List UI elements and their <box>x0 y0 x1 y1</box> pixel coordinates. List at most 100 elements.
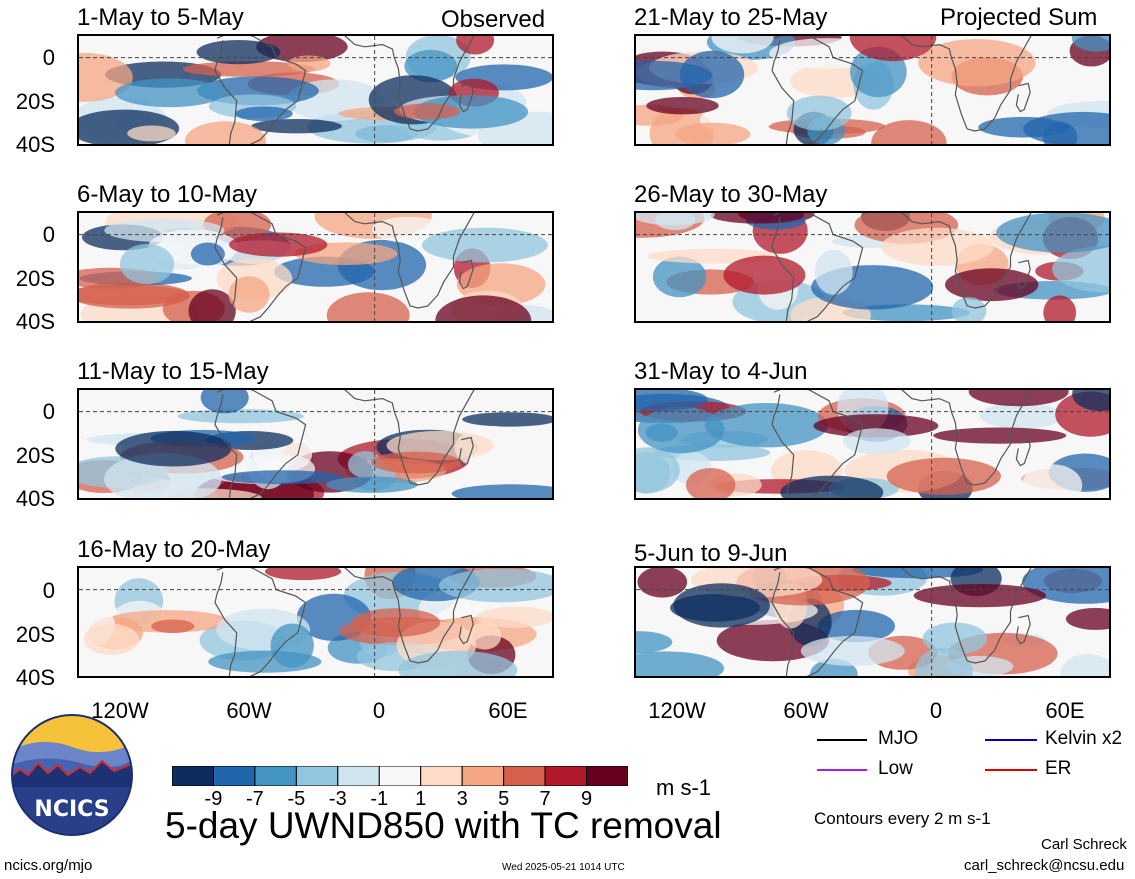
anomaly-region <box>270 623 314 668</box>
colorbar-tick-label: -1 <box>370 788 389 810</box>
map-panel-1 <box>77 34 554 146</box>
colorbar-swatch <box>544 766 588 786</box>
anomaly-region <box>652 256 707 298</box>
anomaly-region <box>394 103 461 120</box>
anomaly-region <box>800 635 905 666</box>
chart-title: 5-day UWND850 with TC removal <box>165 805 722 846</box>
anomaly-region <box>398 650 518 676</box>
colorbar-swatch <box>378 766 422 786</box>
anomaly-region <box>1023 111 1109 144</box>
anomaly-region <box>190 242 225 266</box>
anomaly-region <box>1043 295 1077 321</box>
colorbar-swatch <box>337 766 380 786</box>
anomaly-region <box>370 451 461 474</box>
map-field <box>79 36 552 144</box>
south-america-coastline <box>771 36 864 144</box>
madagascar-coastline <box>1015 436 1031 467</box>
anomaly-region <box>786 95 852 131</box>
y-tick-label: 0 <box>42 578 55 603</box>
map-panel-2 <box>77 211 554 323</box>
anomaly-region <box>119 243 175 285</box>
anomaly-region <box>371 216 446 243</box>
anomaly-region <box>813 414 939 438</box>
colorbar-tick-label: 5 <box>498 788 510 810</box>
anomaly-region <box>723 255 806 295</box>
madagascar-coastline <box>458 436 474 467</box>
anomaly-region <box>979 402 1064 429</box>
anomaly-region <box>351 608 441 637</box>
anomaly-region <box>235 106 293 122</box>
panel-title: 16-May to 20-May <box>77 536 271 563</box>
panel-title: 26-May to 30-May <box>634 181 828 208</box>
anomaly-region <box>849 36 937 62</box>
colorbar-swatch <box>586 766 628 786</box>
x-tick-label: 0 <box>929 698 943 723</box>
anomaly-region <box>127 125 176 142</box>
anomaly-region <box>287 55 331 72</box>
anomaly-region <box>886 457 1001 495</box>
anomaly-region <box>996 213 1109 253</box>
anomaly-region <box>115 430 232 467</box>
panel-title: 11-May to 15-May <box>77 358 269 385</box>
madagascar-coastline <box>1015 614 1031 645</box>
x-tick-label: 60W <box>783 698 829 723</box>
anomaly-region <box>1060 653 1109 676</box>
anomaly-region <box>326 292 410 321</box>
legend: MJO Kelvin x2 Low ER <box>812 726 1132 786</box>
legend-swatch-low <box>817 769 867 771</box>
africa-coastline <box>344 568 475 664</box>
anomaly-region <box>673 583 770 628</box>
colorbar-swatch <box>254 766 297 786</box>
x-tick-label: 60W <box>226 698 272 723</box>
anomaly-region <box>646 97 719 115</box>
map-field <box>79 213 552 321</box>
anomaly-region <box>451 484 552 498</box>
colorbar-tick-label: 3 <box>456 788 468 810</box>
map-panel-6 <box>634 211 1111 323</box>
legend-label-low: Low <box>878 758 913 779</box>
y-tick-label: 40S <box>15 486 55 511</box>
panel-title: 1-May to 5-May <box>77 4 244 31</box>
anomaly-region <box>933 427 1067 444</box>
y-tick-label: 40S <box>15 309 55 334</box>
anomaly-region <box>256 36 348 63</box>
panel-title: 21-May to 25-May <box>634 4 828 31</box>
anomaly-region <box>115 78 225 108</box>
anomaly-region <box>228 276 270 313</box>
south-america-coastline <box>214 213 307 321</box>
anomaly-region <box>79 285 190 306</box>
footer-author: Carl Schreck <box>1041 836 1127 853</box>
anomaly-region <box>468 622 502 650</box>
map-panel-4 <box>77 566 554 678</box>
anomaly-region <box>413 95 529 129</box>
units-label: m s-1 <box>656 775 711 800</box>
anomaly-region <box>435 295 532 321</box>
y-tick-label: 20S <box>15 266 55 291</box>
africa-coastline <box>901 213 1032 309</box>
africa-coastline <box>901 568 1032 664</box>
anomaly-region <box>951 297 987 321</box>
africa-coastline <box>344 36 475 132</box>
madagascar-coastline <box>458 82 474 113</box>
colorbar-swatch <box>295 766 339 786</box>
anomaly-region <box>347 451 383 478</box>
anomaly-region <box>188 289 236 321</box>
africa-coastline <box>901 390 1032 486</box>
anomaly-region <box>675 122 751 144</box>
map-field <box>636 213 1109 321</box>
observed-label: Observed <box>441 6 546 33</box>
legend-swatch-er <box>985 769 1037 771</box>
x-tick-label: 120W <box>91 698 149 723</box>
map-field <box>636 568 1109 676</box>
anomaly-region <box>922 622 987 655</box>
colorbar <box>172 766 628 786</box>
anomaly-region <box>177 409 304 424</box>
anomaly-region <box>780 475 884 498</box>
y-tick-label: 0 <box>42 222 55 247</box>
africa-coastline <box>344 213 475 309</box>
anomaly-region <box>438 568 552 603</box>
panel-title: 5-Jun to 9-Jun <box>634 540 788 567</box>
footer-email: carl_schreck@ncsu.edu <box>964 857 1125 874</box>
south-america-coastline <box>771 213 864 321</box>
legend-label-mjo: MJO <box>878 728 919 749</box>
